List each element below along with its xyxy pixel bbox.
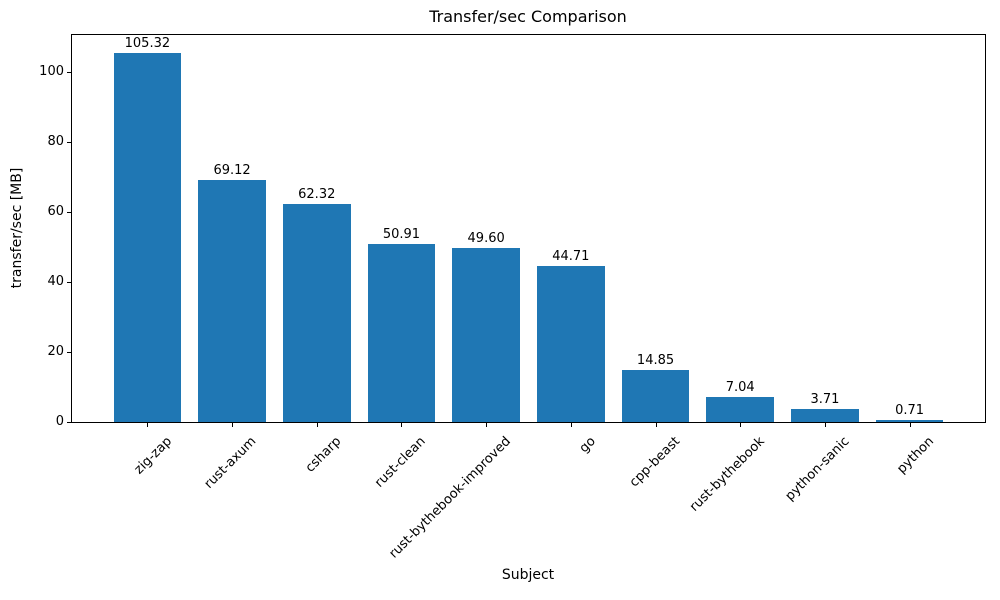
bar-value-label: 105.32 — [124, 36, 171, 52]
x-tick-mark — [824, 423, 826, 427]
x-tick-label: rust-bythebook — [687, 434, 768, 515]
bar — [621, 370, 690, 422]
x-tick-mark — [401, 423, 403, 427]
x-tick-label: csharp — [302, 434, 345, 476]
bar — [706, 397, 775, 422]
y-tick-mark — [67, 71, 71, 73]
x-tick-mark — [486, 423, 488, 427]
bar — [536, 265, 605, 422]
bar-value-label: 44.71 — [552, 248, 590, 264]
x-tick-label: rust-clean — [372, 434, 430, 491]
y-tick-label: 40 — [47, 274, 64, 290]
x-tick-label: go — [576, 434, 599, 457]
bar-value-label: 3.71 — [810, 392, 840, 408]
x-tick-mark — [570, 423, 572, 427]
x-tick-label: cpp-beast — [626, 434, 684, 491]
bar-value-label: 69.12 — [213, 163, 251, 179]
x-tick-label: zig-zap — [131, 434, 175, 478]
y-tick-label: 80 — [47, 134, 64, 150]
x-tick-mark — [740, 423, 742, 427]
y-tick-mark — [67, 141, 71, 143]
x-tick-mark — [147, 423, 149, 427]
x-tick-label: python — [894, 434, 938, 477]
bar-value-label: 62.32 — [298, 186, 336, 202]
x-axis-label: Subject — [501, 567, 555, 583]
bar — [113, 53, 182, 422]
y-tick-mark — [67, 351, 71, 353]
y-tick-label: 60 — [47, 204, 64, 220]
plot-area: 105.32 69.12 62.32 50.91 49.60 44.71 14.85 7.04… — [71, 34, 986, 423]
x-tick-mark — [232, 423, 234, 427]
bar — [791, 409, 859, 422]
chart-title: Transfer/sec Comparison — [429, 7, 627, 26]
bar — [282, 203, 351, 422]
bar-value-label: 50.91 — [382, 226, 421, 242]
bar-value-label: 7.04 — [725, 380, 755, 396]
y-tick-label: 0 — [55, 414, 64, 429]
y-axis-label: transfer/sec [MB] — [9, 167, 25, 289]
x-tick-mark — [316, 423, 318, 427]
x-tick-label: python-sanic — [782, 434, 853, 504]
y-tick-mark — [67, 211, 71, 213]
x-tick-mark — [655, 423, 657, 427]
x-tick-label: rust-axum — [201, 434, 260, 492]
bar-value-label: 0.71 — [895, 402, 925, 418]
bar — [198, 180, 266, 422]
bar — [367, 243, 436, 422]
y-tick-label: 20 — [47, 344, 64, 360]
y-tick-label: 100 — [39, 64, 64, 80]
y-tick-mark — [67, 281, 71, 283]
bar-value-label: 49.60 — [467, 231, 505, 247]
bar-value-label: 14.85 — [636, 353, 675, 369]
y-tick-mark — [67, 421, 71, 423]
bar — [875, 419, 944, 422]
bar — [452, 248, 521, 422]
x-tick-mark — [909, 423, 911, 427]
